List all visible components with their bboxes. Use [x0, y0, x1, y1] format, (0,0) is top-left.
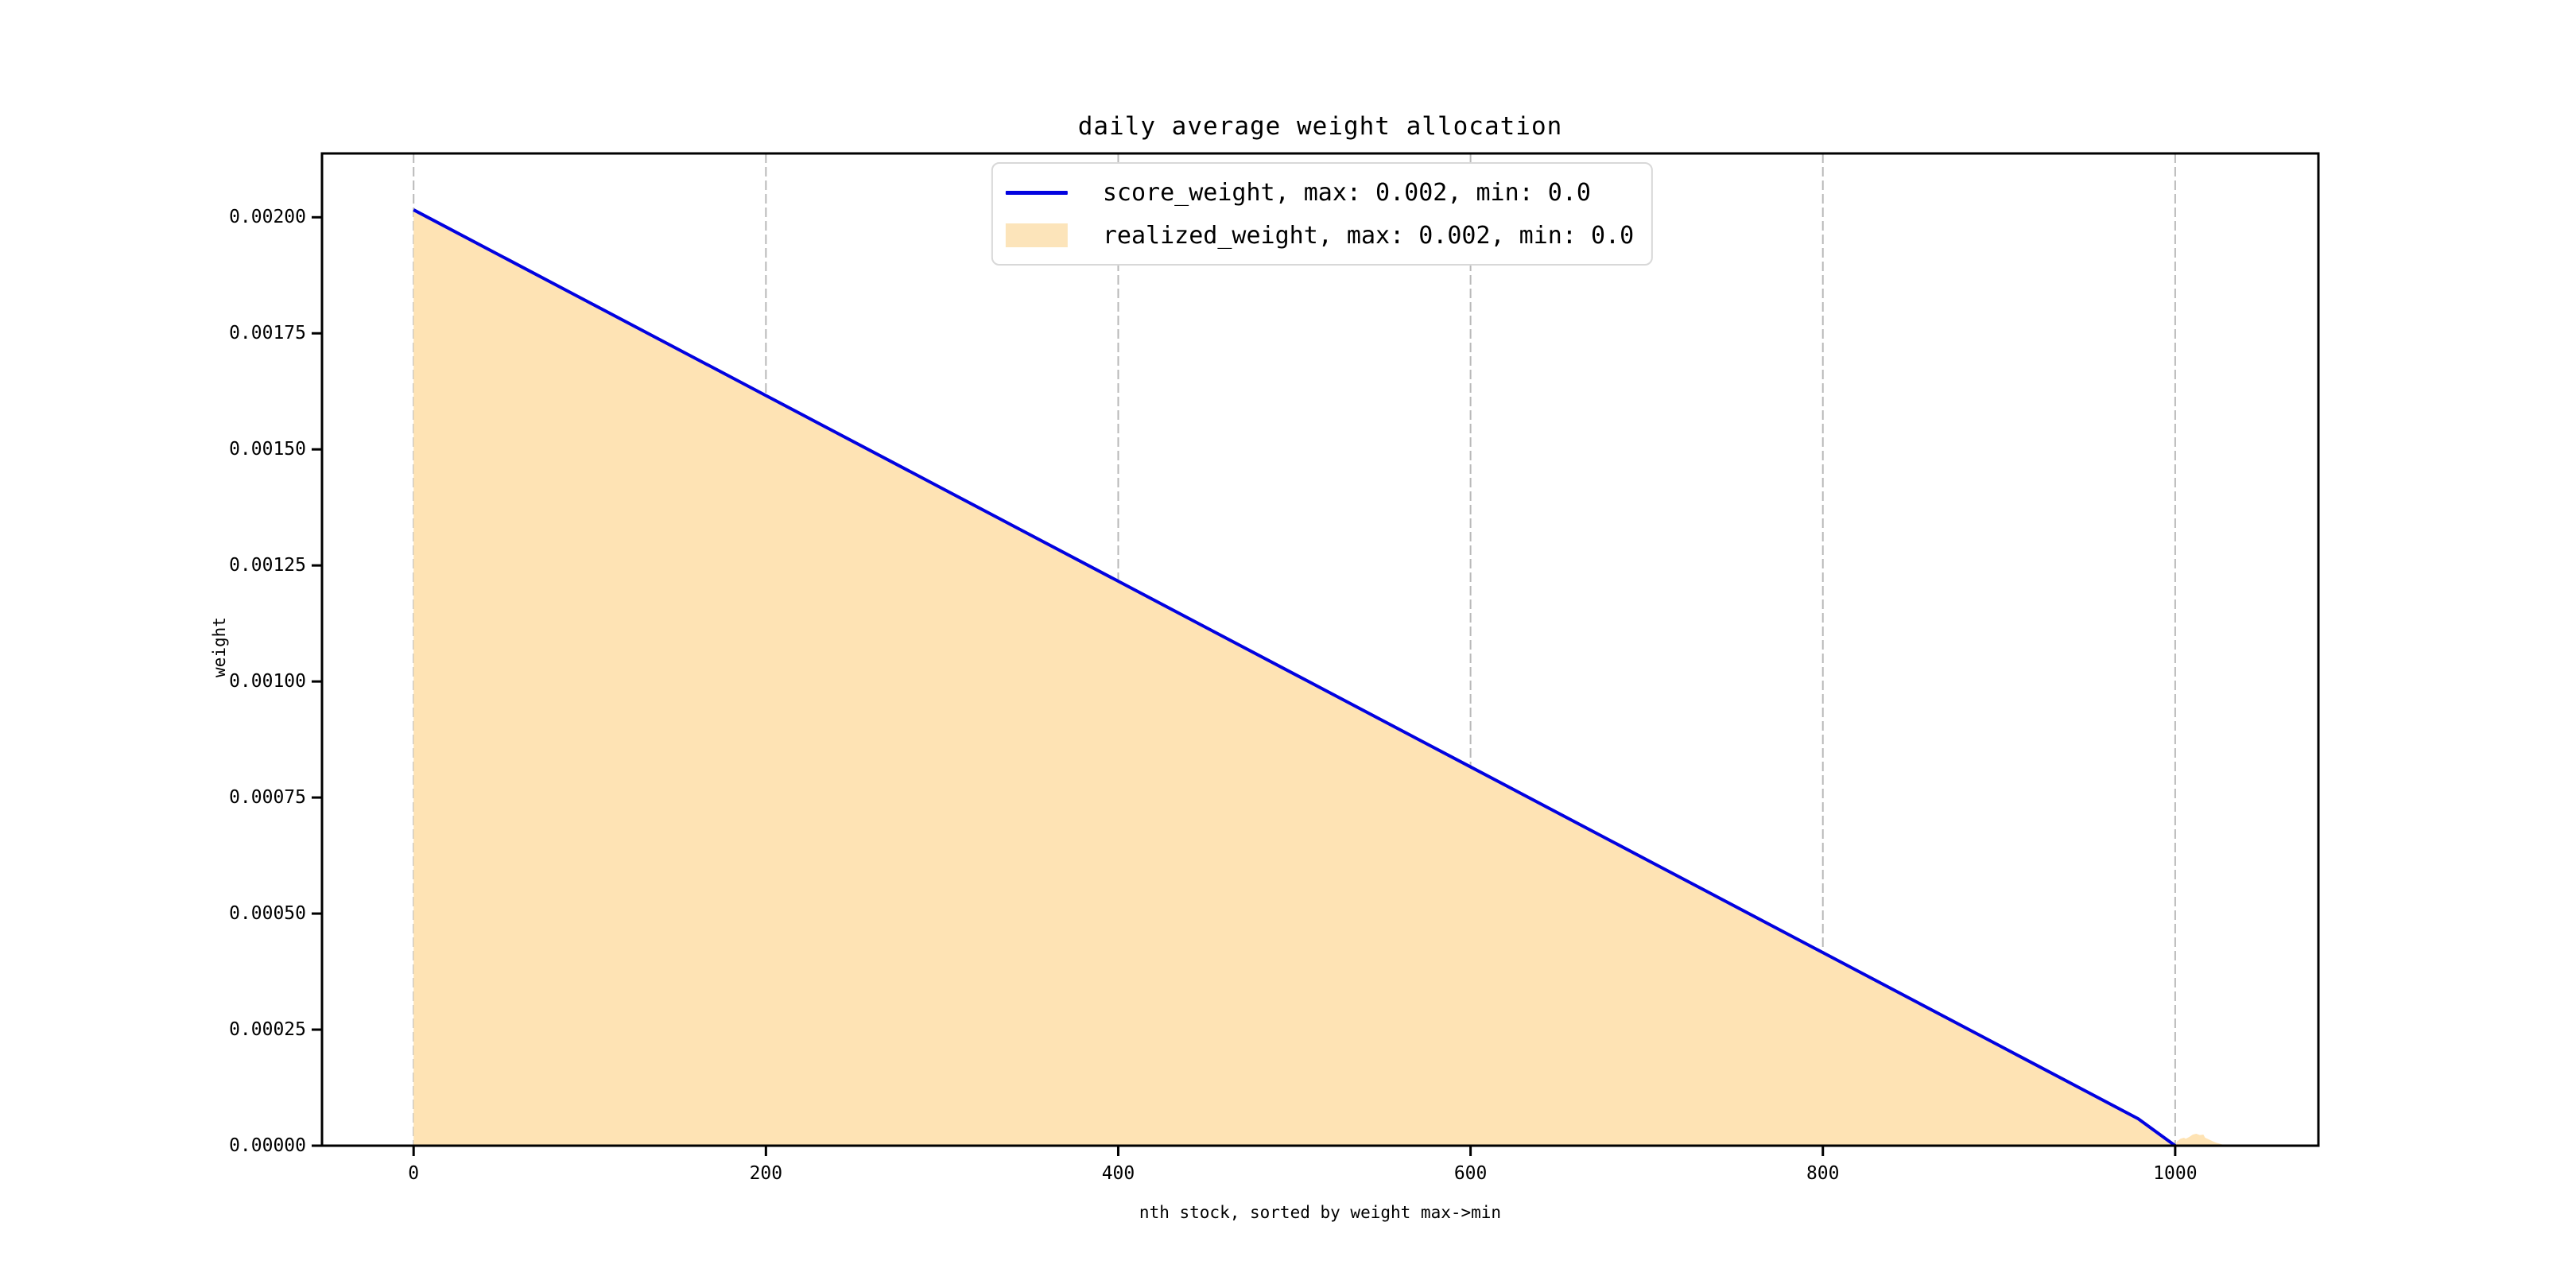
legend-box: score_weight, max: 0.002, min: 0.0 reali…: [991, 162, 1654, 266]
x-tick-label-400: 400: [1101, 1163, 1135, 1184]
y-tick-label-0.00075: 0.00075: [229, 787, 306, 809]
score-weight-line-swatch: [1005, 190, 1068, 195]
realized-weight-area-swatch: [1005, 223, 1068, 247]
axes-spines: [320, 152, 2320, 1147]
y-axis-label: weight: [210, 617, 229, 677]
score-weight-line: [413, 208, 2177, 1147]
x-tick-label-1000: 1000: [2153, 1163, 2198, 1184]
y-tick-label-0.00000: 0.00000: [229, 1135, 306, 1156]
legend-entry-realized-weight: realized_weight, max: 0.002, min: 0.0: [1005, 218, 1635, 253]
x-tick-label-800: 800: [1806, 1163, 1840, 1184]
x-tick-label-200: 200: [749, 1163, 783, 1184]
legend-label-score-weight: score_weight, max: 0.002, min: 0.0: [1102, 178, 1591, 207]
realized-weight-area: [413, 209, 2227, 1146]
legend-entry-score-weight: score_weight, max: 0.002, min: 0.0: [1005, 175, 1634, 210]
y-tick-label-0.00150: 0.00150: [229, 439, 306, 460]
y-tick-label-0.00125: 0.00125: [229, 555, 306, 576]
y-tick-label-0.00050: 0.00050: [229, 903, 306, 925]
legend-label-realized-weight: realized_weight, max: 0.002, min: 0.0: [1102, 221, 1635, 250]
y-tick-label-0.00100: 0.00100: [229, 671, 306, 692]
x-axis-label: nth stock, sorted by weight max->min: [1139, 1203, 1502, 1222]
y-tick-label-0.00200: 0.00200: [229, 207, 306, 228]
x-tick-label-0: 0: [408, 1163, 420, 1184]
y-tick-label-0.00175: 0.00175: [229, 323, 306, 344]
x-tick-label-600: 600: [1453, 1163, 1488, 1184]
y-tick-label-0.00025: 0.00025: [229, 1019, 306, 1041]
chart-title: daily average weight allocation: [1077, 112, 1563, 141]
